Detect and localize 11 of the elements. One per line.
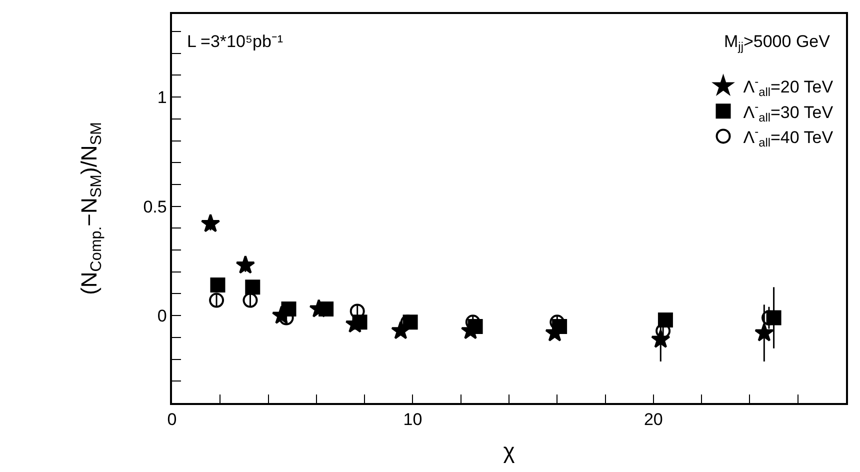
x-axis-title: χ (503, 438, 516, 464)
legend-label: Λ$^{-}$$_{all}$=20 TeV (743, 74, 834, 100)
x-tick-label: 20 (644, 410, 663, 430)
y-tick-label: 0 (157, 306, 167, 326)
annotation: L =3*10⁵pb⁻¹ (187, 32, 284, 51)
y-tick-label: 0.5 (143, 197, 167, 216)
annotation: M$_{jj}$>5000 GeV (724, 32, 831, 54)
legend-label: Λ$^{-}$$_{all}$=30 TeV (743, 100, 834, 124)
legend-label: Λ$^{-}$$_{all}$=40 TeV (743, 124, 834, 150)
x-tick-label: 10 (403, 410, 422, 430)
y-tick-label: 1 (157, 88, 167, 107)
